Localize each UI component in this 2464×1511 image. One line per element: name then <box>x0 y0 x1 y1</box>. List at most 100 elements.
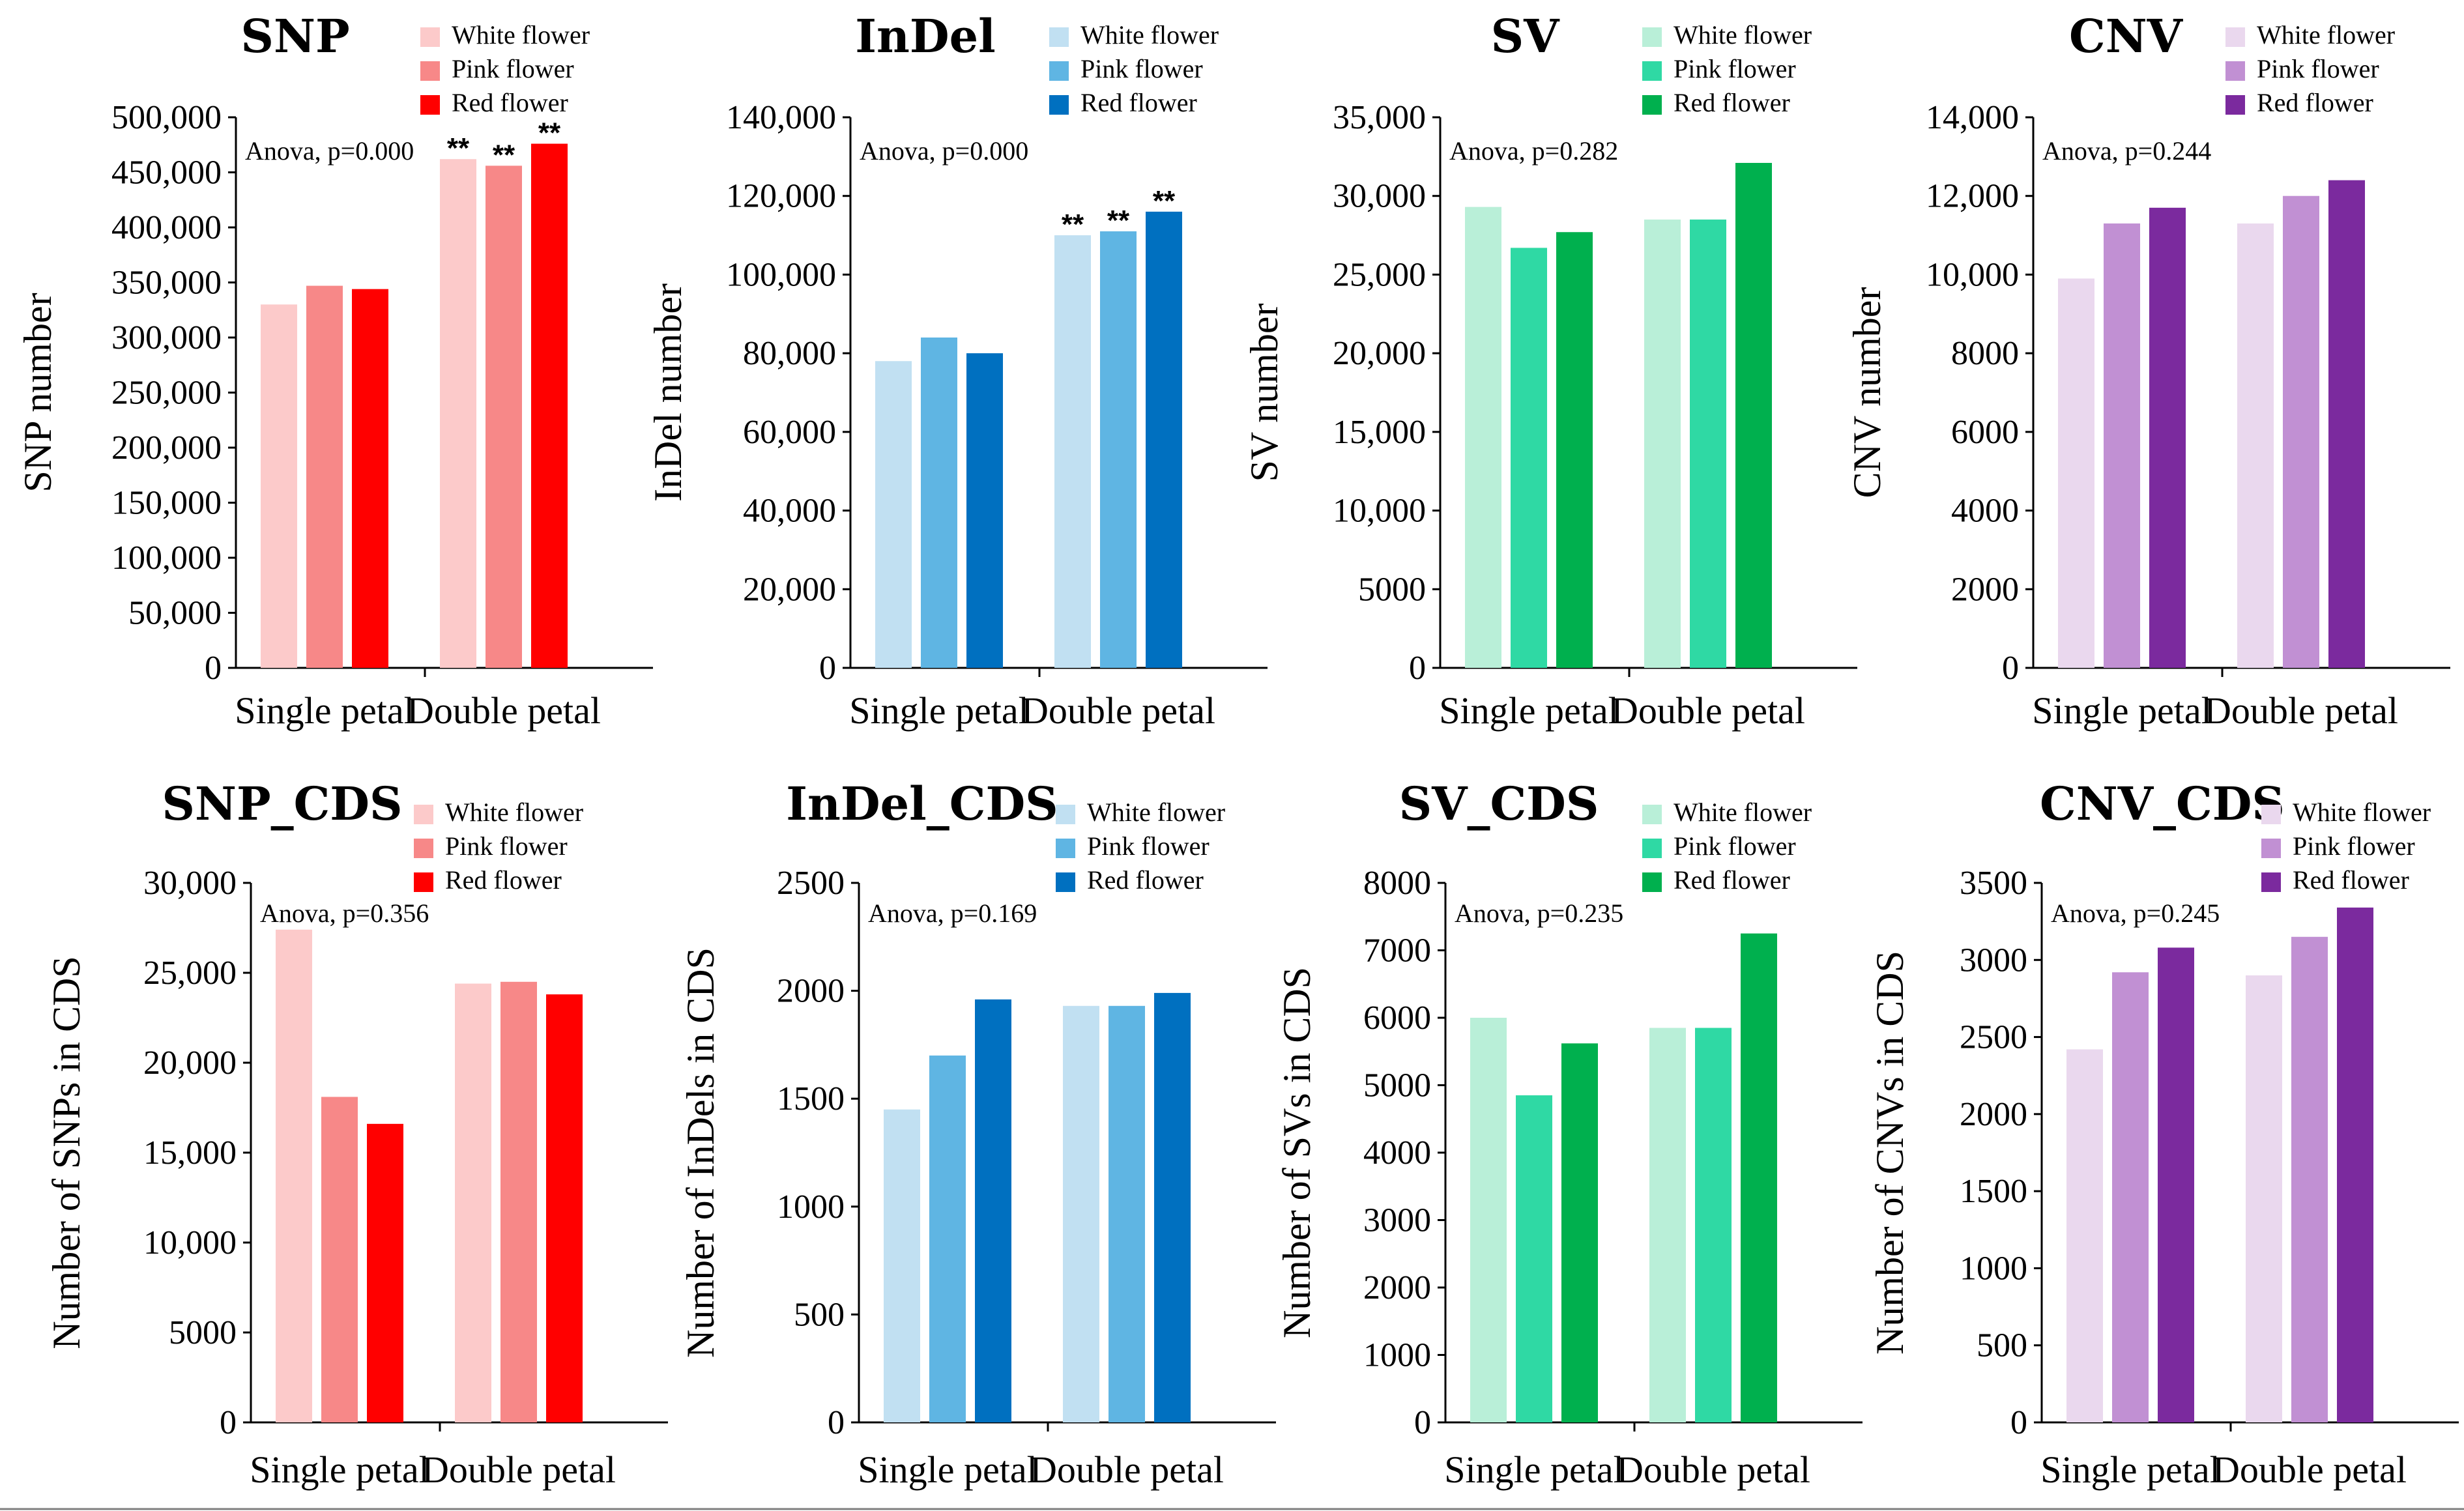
x-category-label: Double petal <box>1021 689 1215 732</box>
legend-swatch <box>2261 872 2281 892</box>
x-category-label: Single petal <box>2040 1448 2220 1491</box>
significance-marker: ** <box>1153 185 1176 217</box>
anova-annotation: Anova, p=0.282 <box>1449 136 1618 165</box>
y-tick-label: 5000 <box>169 1314 237 1351</box>
bar-red-flower-double <box>1154 992 1191 1422</box>
y-tick-label: 100,000 <box>111 540 222 577</box>
legend-swatch <box>2261 805 2281 824</box>
y-tick-label: 5000 <box>1363 1067 1431 1104</box>
legend-swatch <box>1642 27 1662 47</box>
y-tick-label: 5000 <box>1358 571 1426 608</box>
legend-swatch <box>1642 839 1662 858</box>
legend-label: Pink flower <box>1087 831 1210 861</box>
y-tick-label: 0 <box>2002 650 2019 687</box>
chart-title: CNV <box>2069 9 2184 63</box>
y-axis-label: SNP number <box>16 293 59 492</box>
legend-label: White flower <box>1674 20 1812 50</box>
y-tick-label: 0 <box>205 650 222 687</box>
legend-label: Red flower <box>1674 88 1790 117</box>
bar-pink-flower-double <box>2283 195 2319 668</box>
y-tick-label: 25,000 <box>143 955 237 992</box>
y-tick-label: 8000 <box>1951 335 2019 372</box>
y-tick-label: 50,000 <box>128 595 222 632</box>
legend-label: White flower <box>1674 798 1812 827</box>
significance-marker: ** <box>1062 209 1084 240</box>
legend-label: Pink flower <box>452 54 574 83</box>
chart-title: InDel_CDS <box>786 777 1058 831</box>
y-tick-label: 0 <box>2010 1404 2027 1441</box>
y-tick-label: 20,000 <box>143 1044 237 1082</box>
bar-pink-flower-double <box>2291 936 2328 1422</box>
x-category-label: Double petal <box>422 1448 616 1491</box>
chart-indel: InDel White flower Pink flower Red flower An… <box>646 9 1268 732</box>
y-tick-label: 250,000 <box>111 375 222 412</box>
y-tick-label: 40,000 <box>743 493 836 530</box>
legend-swatch <box>1056 872 1075 892</box>
bar-red-flower-single <box>1561 1043 1598 1422</box>
legend-label: White flower <box>2293 798 2431 827</box>
bar-red-flower-single <box>2158 947 2194 1422</box>
y-tick-label: 10,000 <box>143 1224 237 1261</box>
legend-swatch <box>2225 27 2245 47</box>
bar-red-flower-single <box>367 1123 403 1422</box>
bar-red-flower-single <box>966 353 1003 668</box>
y-tick-label: 8000 <box>1363 865 1431 902</box>
y-tick-label: 400,000 <box>111 209 222 246</box>
chart-sv-cds: SV_CDS White flower Pink flower Red flower A… <box>1275 777 1862 1491</box>
y-tick-label: 500,000 <box>111 99 222 136</box>
bar-white-flower-double <box>1054 235 1091 669</box>
legend-swatch <box>1056 839 1075 858</box>
y-tick-label: 2500 <box>1960 1019 2027 1056</box>
y-tick-label: 1500 <box>1960 1173 2027 1210</box>
y-tick-label: 1000 <box>1363 1337 1431 1374</box>
legend-label: Pink flower <box>1674 831 1796 861</box>
significance-marker: ** <box>538 117 561 149</box>
y-tick-label: 300,000 <box>111 319 222 356</box>
anova-annotation: Anova, p=0.000 <box>860 136 1028 165</box>
y-axis-label: Number of SVs in CDS <box>1275 967 1318 1338</box>
anova-annotation: Anova, p=0.244 <box>2042 136 2211 165</box>
y-tick-label: 100,000 <box>726 256 836 293</box>
y-tick-label: 1000 <box>777 1188 845 1226</box>
legend-label: Pink flower <box>1080 54 1203 83</box>
y-tick-label: 0 <box>828 1404 845 1441</box>
legend-swatch <box>414 839 433 858</box>
legend-label: Red flower <box>1087 865 1204 895</box>
bar-red-flower-double <box>531 143 568 668</box>
bar-red-flower-single <box>352 289 388 668</box>
y-tick-label: 15,000 <box>1333 414 1426 451</box>
legend-swatch <box>420 61 440 81</box>
bar-pink-flower-single <box>1511 248 1547 668</box>
bar-pink-flower-single <box>306 285 343 668</box>
bar-pink-flower-double <box>1690 219 1726 668</box>
legend-label: Pink flower <box>445 831 568 861</box>
bar-red-flower-single <box>2149 207 2186 669</box>
anova-annotation: Anova, p=0.169 <box>868 899 1037 928</box>
legend-swatch <box>2225 61 2245 81</box>
y-tick-label: 3500 <box>1960 865 2027 902</box>
y-tick-label: 450,000 <box>111 154 222 192</box>
legend-swatch <box>420 27 440 47</box>
x-category-label: Double petal <box>1616 1448 1810 1491</box>
legend-label: Red flower <box>1674 865 1790 895</box>
legend-label: Red flower <box>445 865 562 895</box>
x-category-label: Single petal <box>858 1448 1037 1491</box>
y-tick-label: 25,000 <box>1333 256 1426 293</box>
legend-label: White flower <box>445 798 583 827</box>
y-tick-label: 80,000 <box>743 335 836 372</box>
bar-white-flower-double <box>440 159 476 669</box>
bar-white-flower-single <box>2066 1049 2103 1422</box>
legend-swatch <box>414 805 433 824</box>
bar-white-flower-double <box>2237 223 2274 668</box>
x-category-label: Double petal <box>407 689 601 732</box>
bar-red-flower-single <box>975 999 1011 1422</box>
y-tick-label: 2000 <box>1960 1096 2027 1133</box>
x-category-label: Single petal <box>2032 689 2211 732</box>
bar-red-flower-double <box>1146 211 1182 668</box>
y-tick-label: 120,000 <box>726 178 836 215</box>
y-tick-label: 10,000 <box>1926 256 2019 293</box>
y-tick-label: 20,000 <box>743 571 836 608</box>
y-tick-label: 20,000 <box>1333 335 1426 372</box>
bar-pink-flower-double <box>1695 1028 1732 1422</box>
y-tick-label: 0 <box>819 650 836 687</box>
